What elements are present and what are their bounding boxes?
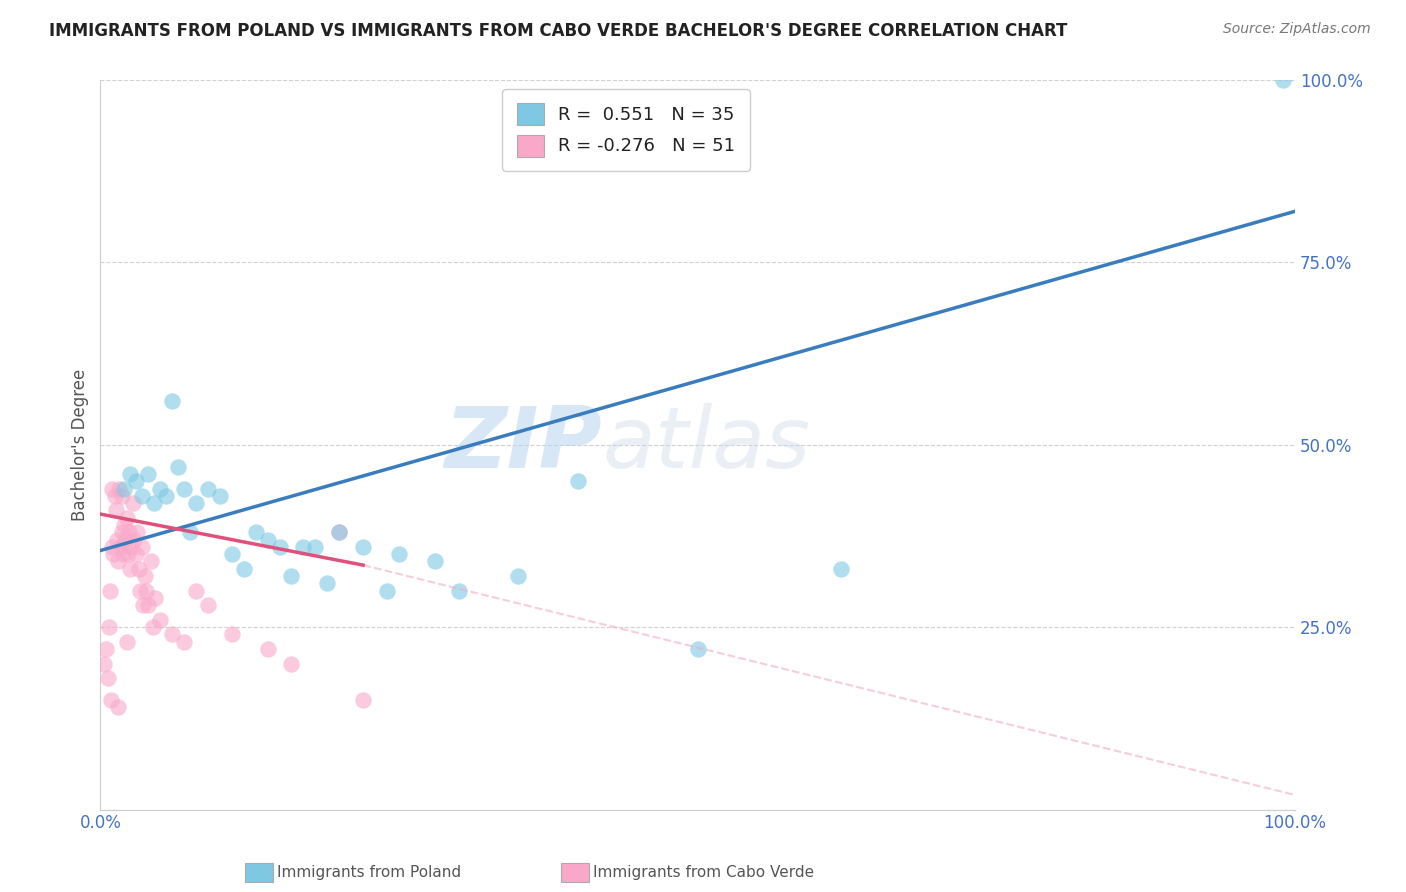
Point — [142, 620, 165, 634]
Point — [125, 547, 148, 561]
Point — [221, 547, 243, 561]
Point — [160, 394, 183, 409]
Point — [328, 525, 350, 540]
Point — [256, 642, 278, 657]
Point — [143, 591, 166, 605]
Y-axis label: Bachelor's Degree: Bachelor's Degree — [72, 368, 89, 521]
Point — [112, 547, 135, 561]
Point — [221, 627, 243, 641]
Text: ZIP: ZIP — [444, 403, 602, 486]
Point — [98, 583, 121, 598]
Point — [122, 533, 145, 547]
Point — [110, 540, 132, 554]
Point — [232, 562, 254, 576]
Point — [197, 482, 219, 496]
Point — [508, 569, 530, 583]
Point — [155, 489, 177, 503]
Point — [108, 482, 131, 496]
Point — [128, 583, 150, 598]
Point — [127, 525, 149, 540]
Text: atlas: atlas — [602, 403, 810, 486]
Point — [179, 525, 201, 540]
Point — [131, 540, 153, 554]
Point — [173, 634, 195, 648]
Point — [118, 525, 141, 540]
Point — [120, 540, 142, 554]
Point — [105, 533, 128, 547]
Point — [96, 671, 118, 685]
Point — [100, 693, 122, 707]
Point — [125, 475, 148, 489]
Point — [352, 693, 374, 707]
Text: IMMIGRANTS FROM POLAND VS IMMIGRANTS FROM CABO VERDE BACHELOR'S DEGREE CORRELATI: IMMIGRANTS FROM POLAND VS IMMIGRANTS FRO… — [49, 22, 1067, 40]
Point — [830, 562, 852, 576]
Point — [388, 547, 411, 561]
Legend: R =  0.551   N = 35, R = -0.276   N = 51: R = 0.551 N = 35, R = -0.276 N = 51 — [502, 89, 749, 171]
Point — [280, 657, 302, 671]
Text: Immigrants from Poland: Immigrants from Poland — [277, 865, 461, 880]
Point — [97, 620, 120, 634]
Point — [96, 642, 118, 657]
Point — [160, 627, 183, 641]
Point — [686, 642, 709, 657]
Point — [104, 489, 127, 503]
Point — [316, 576, 339, 591]
Point — [128, 562, 150, 576]
Point — [184, 496, 207, 510]
Point — [328, 525, 350, 540]
Point — [107, 554, 129, 568]
Point — [115, 510, 138, 524]
Point — [269, 540, 291, 554]
Point — [292, 540, 315, 554]
Point — [208, 489, 231, 503]
Text: Immigrants from Cabo Verde: Immigrants from Cabo Verde — [593, 865, 814, 880]
Point — [112, 518, 135, 533]
Point — [184, 583, 207, 598]
Point — [447, 583, 470, 598]
Point — [104, 503, 127, 517]
Point — [245, 525, 267, 540]
Point — [93, 657, 115, 671]
Text: Source: ZipAtlas.com: Source: ZipAtlas.com — [1223, 22, 1371, 37]
Point — [167, 459, 190, 474]
Point — [1272, 73, 1295, 87]
Point — [149, 613, 172, 627]
Point — [304, 540, 326, 554]
Point — [280, 569, 302, 583]
Point — [197, 599, 219, 613]
Point — [111, 489, 134, 503]
Point — [136, 599, 159, 613]
Point — [375, 583, 398, 598]
Point — [117, 547, 139, 561]
Point — [107, 700, 129, 714]
Point — [132, 599, 155, 613]
Point — [114, 533, 136, 547]
Point — [139, 554, 162, 568]
Point — [103, 547, 125, 561]
Point — [136, 467, 159, 481]
Point — [120, 562, 142, 576]
Point — [111, 525, 134, 540]
Point — [149, 482, 172, 496]
Point — [101, 540, 124, 554]
Point — [567, 475, 589, 489]
Point — [120, 467, 142, 481]
Point — [256, 533, 278, 547]
Point — [173, 482, 195, 496]
Point — [121, 496, 143, 510]
Point — [423, 554, 446, 568]
Point — [115, 634, 138, 648]
Point — [101, 482, 124, 496]
Point — [131, 489, 153, 503]
Point — [135, 583, 157, 598]
Point — [112, 482, 135, 496]
Point — [352, 540, 374, 554]
Point — [143, 496, 166, 510]
Point — [134, 569, 156, 583]
